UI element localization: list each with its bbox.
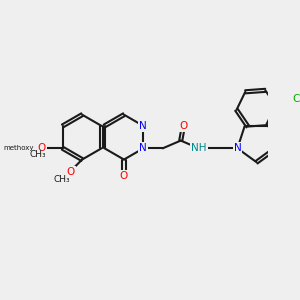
Text: CH₃: CH₃	[54, 175, 70, 184]
Text: O: O	[67, 167, 75, 177]
Text: O: O	[179, 122, 188, 131]
Text: N: N	[234, 143, 241, 153]
Text: O: O	[38, 143, 46, 153]
Text: N: N	[140, 143, 147, 153]
Text: Cl: Cl	[292, 94, 300, 104]
Text: methoxy: methoxy	[3, 145, 34, 151]
Text: NH: NH	[191, 143, 206, 153]
Text: O: O	[120, 171, 128, 182]
Text: N: N	[140, 121, 147, 131]
Text: CH₃: CH₃	[30, 150, 46, 159]
